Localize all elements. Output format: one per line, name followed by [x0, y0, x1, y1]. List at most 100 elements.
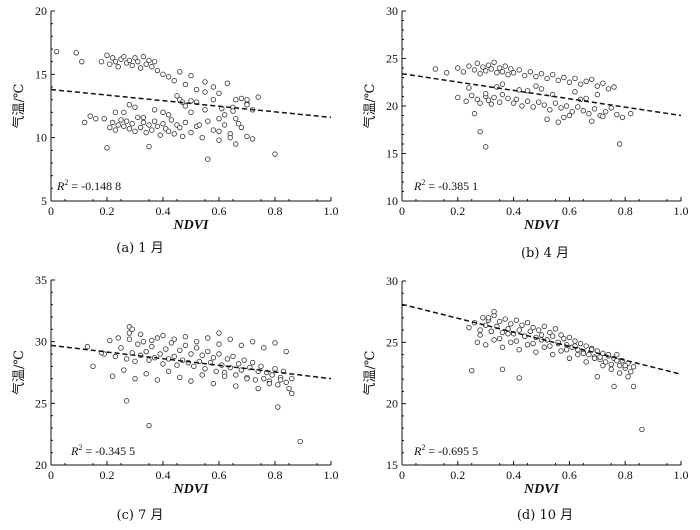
y-tick-label: 20 [386, 99, 398, 113]
scatter-point [536, 327, 542, 333]
scatter-point [79, 58, 85, 65]
scatter-point [483, 90, 489, 97]
scatter-point [112, 58, 119, 65]
scatter-point [524, 320, 531, 326]
x-tick-label: 1.0 [324, 468, 339, 482]
scatter-point [483, 144, 489, 150]
scatter-point [491, 59, 497, 65]
scatter-point [140, 338, 147, 345]
scatter-point [611, 84, 617, 90]
scatter-point [227, 134, 233, 141]
scatter-point [154, 377, 161, 383]
scatter-point [118, 117, 124, 123]
scatter-point [561, 74, 567, 81]
scatter-point [471, 67, 478, 73]
scatter-point [460, 69, 467, 75]
scatter-point [137, 124, 144, 131]
scatter-point [258, 363, 264, 370]
scatter-point [508, 321, 514, 327]
scatter-point [188, 378, 194, 384]
scatter-point [549, 333, 556, 339]
scatter-point [432, 66, 439, 72]
scatter-point [157, 132, 163, 138]
scatter-point [566, 79, 573, 85]
scatter-point [221, 112, 228, 118]
scatter-point [129, 62, 135, 69]
scatter-point [146, 122, 152, 128]
scatter-point [149, 343, 155, 350]
scatter-point [107, 337, 113, 344]
scatter-point [272, 151, 278, 157]
y-axis-label: 气温/℃ [11, 350, 27, 395]
scatter-point [151, 118, 158, 124]
scatter-point [121, 123, 127, 129]
scatter-point [174, 362, 180, 368]
scatter-point [491, 308, 497, 315]
scatter-point [252, 377, 259, 383]
scatter-point [541, 102, 547, 108]
scatter-point [160, 361, 166, 367]
scatter-point [616, 362, 623, 369]
scatter-point [193, 338, 200, 345]
y-tick-label: 10 [386, 194, 398, 208]
scatter-point [499, 91, 506, 98]
scatter-point [123, 118, 130, 124]
scatter-point [622, 362, 628, 369]
scatter-point [196, 122, 203, 128]
scatter-point [151, 107, 158, 113]
scatter-point [572, 89, 578, 95]
scatter-point [143, 61, 149, 67]
scatter-point [466, 85, 472, 91]
scatter-point [608, 366, 614, 373]
scatter-point [179, 133, 186, 140]
scatter-point [146, 143, 152, 150]
scatter-point [238, 124, 245, 131]
scatter-point [160, 71, 166, 78]
scatter-point [549, 351, 556, 358]
scatter-point [466, 324, 472, 331]
scatter-point [600, 80, 606, 86]
scatter-point [502, 316, 508, 322]
scatter-point [230, 353, 236, 360]
scatter-point [605, 86, 612, 92]
scatter-point [160, 109, 166, 116]
scatter-point [137, 65, 144, 71]
scatter-point [502, 63, 508, 69]
scatter-point [261, 375, 267, 382]
scatter-point [485, 315, 492, 321]
scatter-point [249, 338, 256, 345]
scatter-point [140, 53, 147, 60]
scatter-point [115, 335, 121, 341]
x-tick-label: 0.8 [618, 204, 633, 218]
scatter-point [577, 340, 584, 347]
scatter-point [561, 335, 567, 342]
scatter-point [230, 108, 236, 114]
scatter-point [513, 338, 520, 344]
scatter-point [508, 339, 514, 346]
scatter-point [121, 367, 127, 373]
scatter-point [123, 398, 130, 404]
scatter-point [616, 141, 623, 147]
scatter-point [244, 102, 250, 108]
scatter-point [233, 383, 239, 389]
scatter-point [121, 109, 127, 116]
r-squared-annotation: R2 = -0.345 5 [70, 443, 135, 458]
scatter-point [538, 86, 545, 92]
scatter-point [188, 72, 194, 79]
scatter-point [126, 57, 133, 64]
panel-caption: (b) 4 月 [521, 246, 569, 261]
x-axis-label: NDVI [172, 482, 209, 497]
y-axis-label: 气温/℃ [362, 84, 378, 129]
scatter-point [255, 94, 261, 100]
scatter-point [233, 115, 239, 122]
scatter-point [558, 348, 564, 354]
scatter-point [591, 355, 598, 361]
scatter-point [538, 332, 545, 338]
scatter-point [594, 91, 600, 98]
scatter-point [544, 116, 550, 122]
scatter-point [474, 96, 481, 103]
scatter-point [238, 95, 245, 102]
scatter-point [275, 404, 281, 410]
scatter-point [121, 53, 127, 60]
scatter-point [132, 375, 138, 382]
